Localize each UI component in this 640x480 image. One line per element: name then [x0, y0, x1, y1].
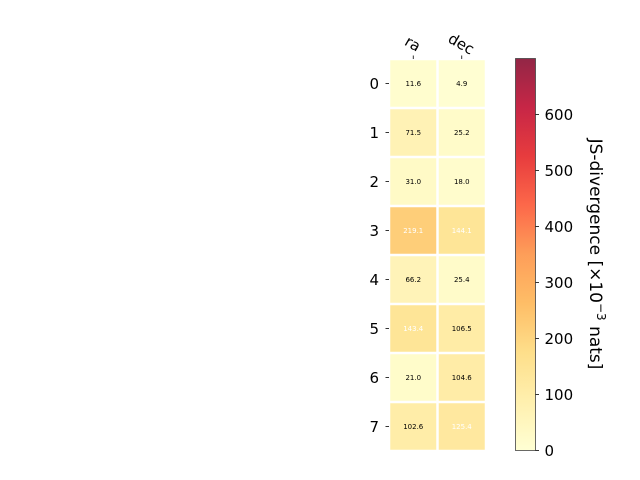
colorbar-tick-label: 100 — [545, 386, 574, 404]
cell-value-label: 18.0 — [454, 178, 470, 186]
colorbar-gradient — [515, 58, 536, 451]
colorbar-frame — [515, 58, 536, 451]
cell-value-label: 102.6 — [403, 423, 424, 431]
row-label-0: 0 — [369, 75, 379, 93]
heatmap-cell-dec-1 — [438, 109, 485, 156]
heatmap-cell-dec-2 — [438, 158, 485, 205]
row-tick-labels: 0 1 2 3 4 5 6 7 — [369, 75, 389, 436]
colorbar-tick-label: 300 — [545, 274, 574, 292]
heatmap-cells: 11.6 4.9 71.5 25.2 31.0 18.0 219.1 144.1 66.2 25.… — [390, 60, 485, 450]
heatmap-cell-dec-4 — [438, 256, 485, 303]
colorbar-tick-label: 200 — [545, 330, 574, 348]
cell-value-label: 25.2 — [454, 129, 470, 137]
heatmap-cell-dec-7 — [438, 403, 485, 450]
cell-value-label: 21.0 — [405, 374, 421, 382]
heatmap-cell-dec-6 — [438, 354, 485, 401]
row-label-1: 1 — [369, 124, 379, 142]
column-label-dec: dec — [445, 29, 477, 58]
heatmap-cell-ra-6 — [390, 354, 437, 401]
row-label-4: 4 — [369, 271, 379, 289]
heatmap-cell-ra-0 — [390, 60, 437, 107]
cell-value-label: 25.4 — [454, 276, 470, 284]
heatmap-cell-ra-5 — [390, 305, 437, 352]
cell-value-label: 125.4 — [452, 423, 473, 431]
cell-value-label: 71.5 — [405, 129, 421, 137]
colorbar-tick-label: 600 — [545, 106, 574, 124]
colorbar-tick-label: 500 — [545, 162, 574, 180]
cell-value-label: 144.1 — [452, 227, 472, 235]
heatmap-cell-ra-7 — [390, 403, 437, 450]
cell-value-label: 4.9 — [456, 80, 467, 88]
row-label-7: 7 — [369, 418, 379, 436]
cell-value-label: 66.2 — [405, 276, 421, 284]
row-label-6: 6 — [369, 369, 379, 387]
cell-value-label: 219.1 — [403, 227, 423, 235]
heatmap-cell-ra-4 — [390, 256, 437, 303]
colorbar: 0 100 200 300 400 500 600 JS-divergence [×10−3 … — [515, 58, 608, 460]
cell-value-label: 106.5 — [452, 325, 472, 333]
column-tick-labels: ra dec — [402, 29, 477, 59]
colorbar-tick-label: 400 — [545, 218, 574, 236]
heatmap-cell-ra-1 — [390, 109, 437, 156]
heatmap-cell-ra-2 — [390, 158, 437, 205]
cell-value-label: 31.0 — [405, 178, 421, 186]
colorbar-title: JS-divergence [×10−3 nats] — [585, 138, 608, 370]
cell-value-label: 143.4 — [403, 325, 424, 333]
heatmap-cell-dec-0 — [438, 60, 485, 107]
row-label-2: 2 — [369, 173, 379, 191]
cell-value-label: 11.6 — [405, 80, 421, 88]
heatmap-cell-ra-3 — [390, 207, 437, 254]
row-label-5: 5 — [369, 320, 379, 338]
cell-value-label: 104.6 — [452, 374, 473, 382]
row-label-3: 3 — [369, 222, 379, 240]
colorbar-tick-label: 0 — [545, 442, 555, 460]
heatmap-cell-dec-3 — [438, 207, 485, 254]
heatmap-cell-dec-5 — [438, 305, 485, 352]
column-label-ra: ra — [402, 32, 424, 55]
